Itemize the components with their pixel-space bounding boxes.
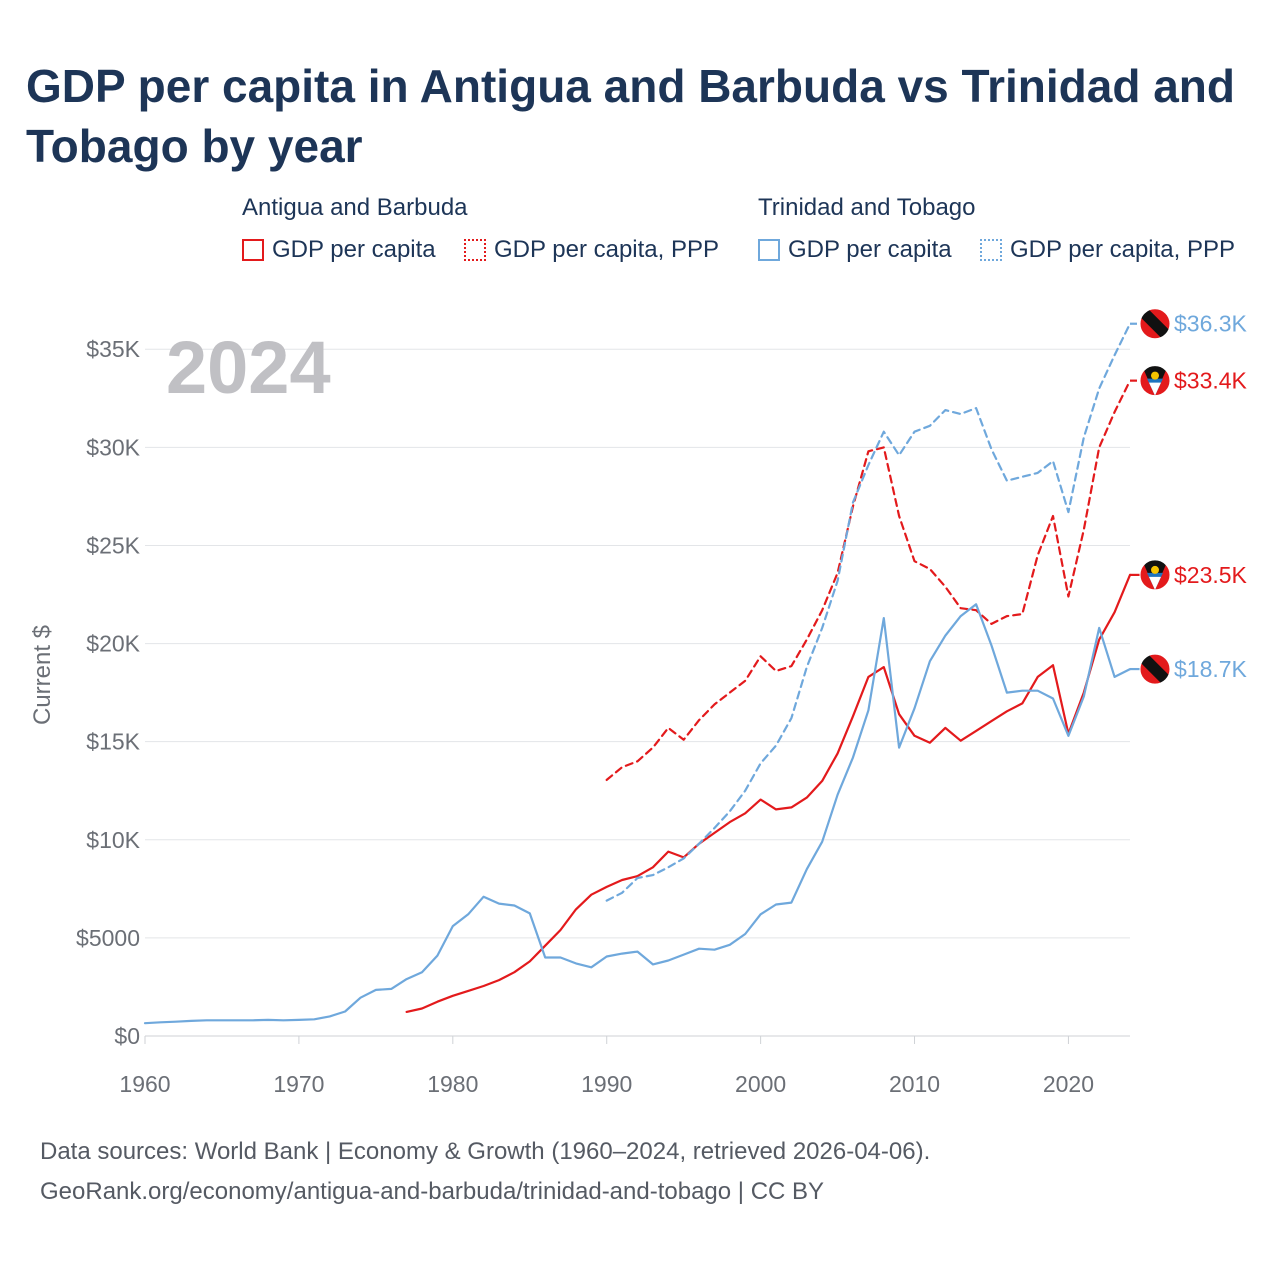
grid-lines <box>145 348 1130 1037</box>
x-tick-label: 1960 <box>119 1071 170 1097</box>
y-tick-label: $15K <box>86 729 140 755</box>
legend-swatch-dotted-blue <box>980 239 1002 261</box>
legend-label: GDP per capita <box>788 236 952 263</box>
chart-title: GDP per capita in Antigua and Barbuda vs… <box>26 60 1235 172</box>
legend-swatch-solid-red <box>242 239 264 261</box>
x-tick-label: 2010 <box>889 1071 940 1097</box>
y-tick-label: $30K <box>86 434 140 460</box>
y-axis: $0 $5000 $10K $15K $20K $25K $30K $35K <box>76 336 141 1049</box>
x-tick-label: 1970 <box>273 1071 324 1097</box>
legend-label: GDP per capita, PPP <box>494 236 719 263</box>
y-tick-label: $0 <box>114 1023 140 1049</box>
legend-swatch-dotted-red <box>464 239 486 261</box>
y-axis-label: Current $ <box>29 625 56 725</box>
series-line[interactable] <box>605 379 1132 782</box>
y-tick-label: $5000 <box>76 925 140 951</box>
footer-link[interactable]: GeoRank.org/economy/antigua-and-barbuda/… <box>40 1178 825 1205</box>
footer-sources: Data sources: World Bank | Economy & Gro… <box>40 1138 931 1165</box>
antigua-flag-icon <box>1139 365 1171 397</box>
series-lines <box>143 322 1132 1025</box>
end-value-label: $18.7K <box>1174 656 1248 682</box>
series-line[interactable] <box>143 603 1132 1025</box>
x-tick-label: 2000 <box>735 1071 786 1097</box>
end-value-label: $33.4K <box>1174 368 1248 394</box>
legend-group-antigua: Antigua and Barbuda <box>242 194 468 221</box>
series-line[interactable] <box>405 573 1132 1014</box>
y-tick-label: $35K <box>86 336 140 362</box>
legend-item-antigua-gdp-ppp[interactable]: GDP per capita, PPP <box>464 236 719 264</box>
x-tick-label: 1990 <box>581 1071 632 1097</box>
y-tick-label: $10K <box>86 827 140 853</box>
legend-swatch-solid-blue <box>758 239 780 261</box>
x-tick-label: 1980 <box>427 1071 478 1097</box>
end-value-label: $36.3K <box>1174 311 1248 337</box>
legend-item-trinidad-gdp-ppp[interactable]: GDP per capita, PPP <box>980 236 1235 264</box>
legend-item-trinidad-gdp[interactable]: GDP per capita <box>758 236 952 264</box>
series-line[interactable] <box>605 322 1132 902</box>
end-markers: $23.5K $33.4K $18.7K $36.3K <box>1130 308 1248 685</box>
trinidad-flag-icon <box>1139 653 1171 685</box>
legend-item-antigua-gdp[interactable]: GDP per capita <box>242 236 436 264</box>
year-label: 2024 <box>166 326 331 409</box>
legend-label: GDP per capita <box>272 236 436 263</box>
legend-group-trinidad: Trinidad and Tobago <box>758 194 976 221</box>
y-tick-label: $25K <box>86 532 140 558</box>
end-value-label: $23.5K <box>1174 562 1248 588</box>
x-axis: 1960 1970 1980 1990 2000 2010 2020 <box>119 1036 1094 1097</box>
antigua-flag-icon <box>1139 559 1171 591</box>
y-tick-label: $20K <box>86 631 140 657</box>
legend-label: GDP per capita, PPP <box>1010 236 1235 263</box>
x-tick-label: 2020 <box>1043 1071 1094 1097</box>
trinidad-flag-icon <box>1139 308 1171 340</box>
